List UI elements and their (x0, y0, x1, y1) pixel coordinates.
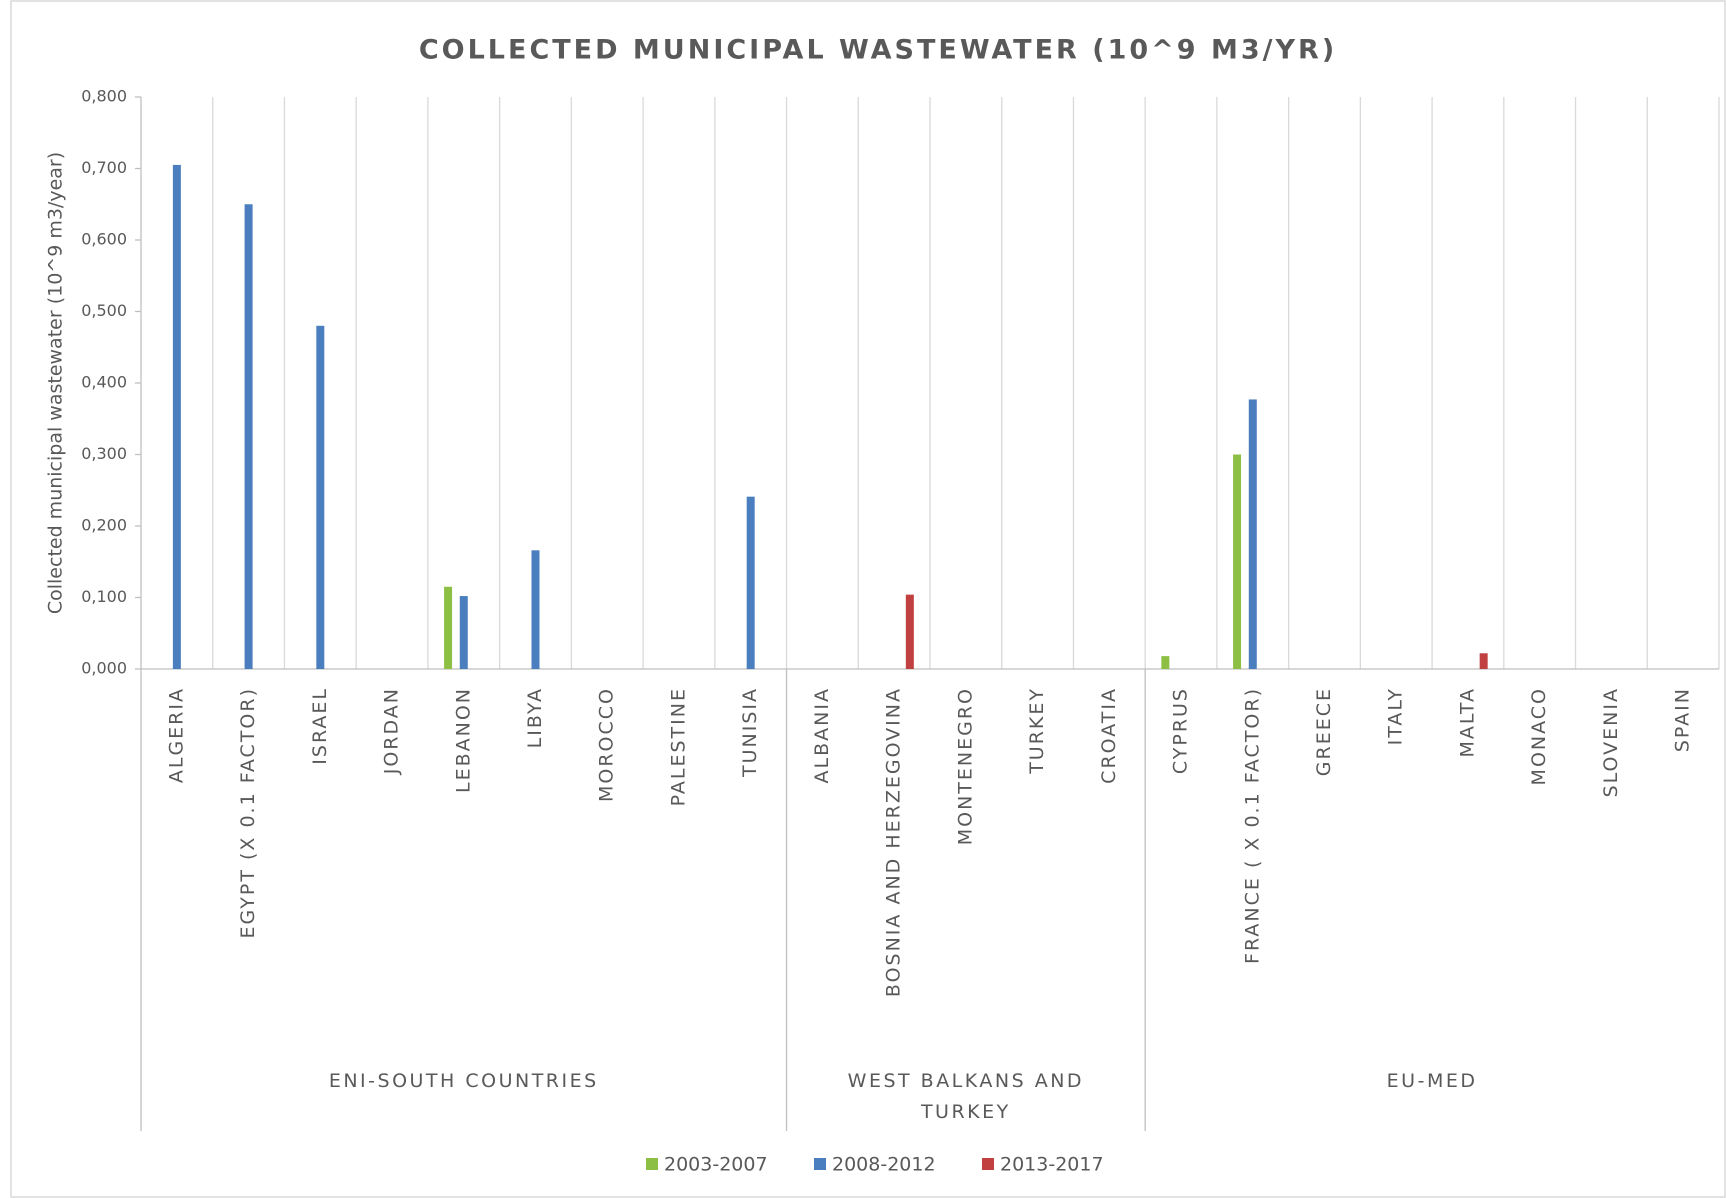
bar (905, 594, 914, 669)
x-tick-label: MALTA (1456, 687, 1478, 758)
legend-label: 2013-2017 (1000, 1154, 1104, 1176)
x-tick-label: EGYPT (X 0.1 FACTOR) (237, 687, 259, 939)
bar (531, 550, 540, 669)
x-tick-label: ITALY (1385, 687, 1407, 745)
bar (1248, 399, 1257, 669)
x-tick-label: SLOVENIA (1600, 687, 1622, 797)
bar (244, 204, 253, 669)
bar (172, 164, 181, 670)
x-tick-label: MONACO (1528, 687, 1550, 785)
x-tick-label: CROATIA (1098, 687, 1120, 784)
legend-label: 2003-2007 (664, 1154, 768, 1176)
chart-border (10, 0, 1726, 1198)
legend-swatch (982, 1158, 994, 1170)
x-tick-label: BOSNIA AND HERZEGOVINA (883, 687, 905, 997)
x-tick-label: LIBYA (524, 687, 546, 748)
y-tick-label: 0,700 (81, 158, 127, 177)
bar (746, 496, 755, 669)
y-tick-label: 0,200 (81, 516, 127, 535)
x-tick-label: PALESTINE (667, 687, 689, 806)
x-tick-label: TURKEY (1026, 687, 1048, 775)
bar (316, 325, 325, 669)
y-tick-label: 0,300 (81, 444, 127, 463)
x-tick-label: MOROCCO (596, 687, 618, 802)
bar (459, 596, 468, 669)
x-tick-label: ISRAEL (309, 687, 331, 765)
y-tick-label: 0,000 (81, 659, 127, 678)
legend-swatch (646, 1158, 658, 1170)
y-tick-label: 0,100 (81, 587, 127, 606)
x-tick-label: SPAIN (1672, 687, 1694, 752)
x-tick-label: ALGERIA (165, 687, 187, 783)
bar (1233, 454, 1242, 669)
x-tick-label: MONTENEGRO (954, 687, 976, 845)
x-tick-label: ALBANIA (811, 687, 833, 783)
x-tick-label: LEBANON (452, 687, 474, 793)
y-axis-label: Collected municipal wastewater (10^9 m3/… (45, 152, 67, 614)
x-tick-label: GREECE (1313, 687, 1335, 776)
group-label: ENI-SOUTH COUNTRIES (328, 1070, 599, 1092)
x-tick-label: JORDAN (381, 687, 403, 775)
legend-swatch (814, 1158, 826, 1170)
x-tick-label: TUNISIA (739, 687, 761, 778)
x-tick-label: FRANCE ( X 0.1 FACTOR) (1241, 687, 1263, 964)
bar (1161, 656, 1170, 669)
group-label: EU-MED (1386, 1070, 1478, 1092)
bar (444, 586, 453, 669)
bar (1479, 653, 1488, 669)
y-tick-label: 0,400 (81, 373, 127, 392)
y-tick-label: 0,600 (81, 230, 127, 249)
y-tick-label: 0,500 (81, 301, 127, 320)
group-label: WEST BALKANS AND TURKEY (847, 1070, 1085, 1123)
x-tick-label: CYPRUS (1170, 687, 1192, 774)
chart-title: COLLECTED MUNICIPAL WASTEWATER (10^9 M3/… (419, 35, 1337, 66)
y-tick-label: 0,800 (81, 87, 127, 106)
legend-label: 2008-2012 (832, 1154, 936, 1176)
